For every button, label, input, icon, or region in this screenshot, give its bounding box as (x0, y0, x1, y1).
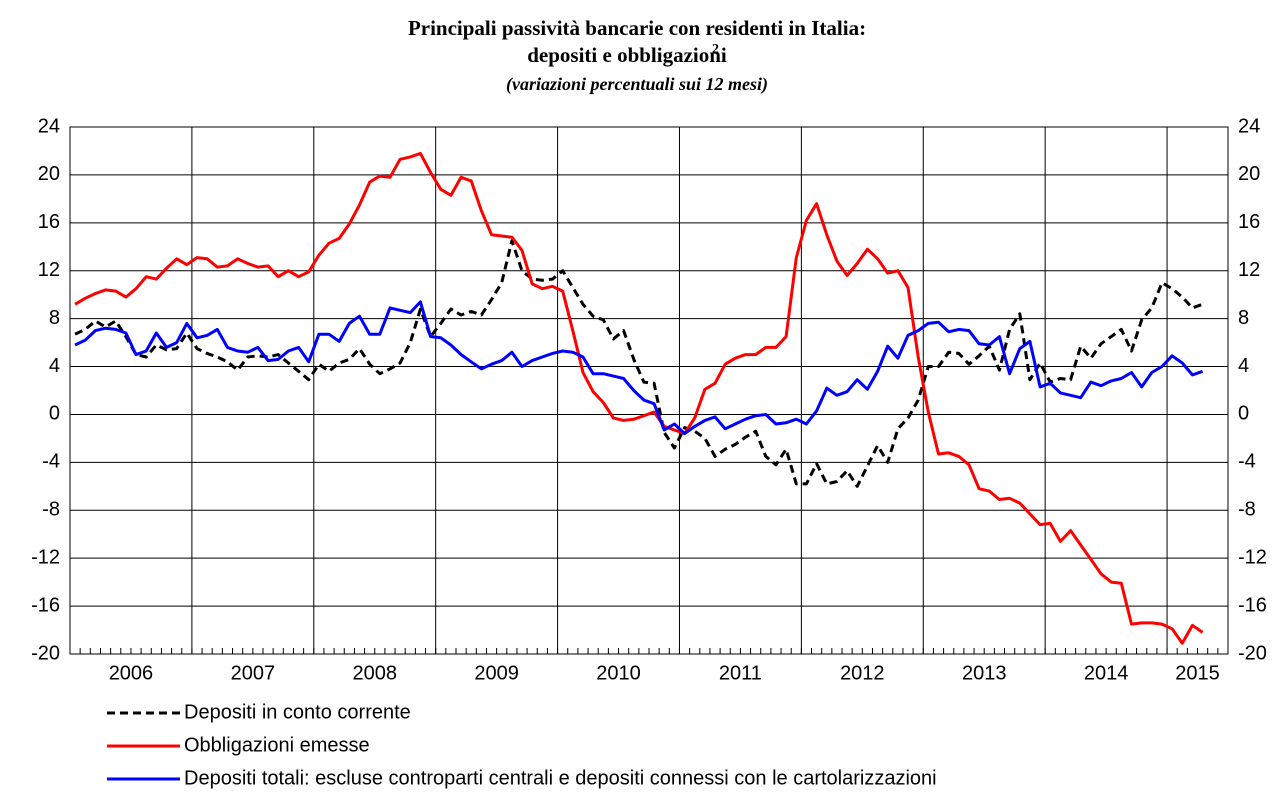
y2-tick-label: -12 (1238, 546, 1267, 568)
y-tick-label: 24 (38, 115, 60, 137)
y-tick-label: -20 (31, 642, 60, 664)
y2-tick-label: 8 (1238, 307, 1249, 329)
x-tick-label: 2006 (109, 662, 154, 684)
plot-frame (69, 126, 1229, 655)
y-tick-label: 12 (38, 259, 60, 281)
legend-label: Depositi in conto corrente (184, 701, 411, 723)
y2-tick-label: -16 (1238, 594, 1267, 616)
x-tick-label: 2015 (1175, 662, 1220, 684)
y2-tick-label: 12 (1238, 259, 1260, 281)
y-tick-label: -8 (42, 499, 60, 521)
x-tick-label: 2012 (840, 662, 885, 684)
y2-tick-label: 0 (1238, 403, 1249, 425)
y2-tick-label: 24 (1238, 115, 1260, 137)
y-tick-label: 4 (49, 355, 60, 377)
chart-subtitle: (variazioni percentuali sui 12 mesi) (506, 74, 768, 95)
y-tick-label: 20 (38, 163, 60, 185)
x-tick-label: 2010 (596, 662, 641, 684)
x-tick-label: 2009 (474, 662, 519, 684)
y2-tick-label: -4 (1238, 451, 1256, 473)
y2-tick-label: 20 (1238, 163, 1260, 185)
y-tick-label: -12 (31, 546, 60, 568)
x-tick-label: 2013 (962, 662, 1007, 684)
y2-tick-label: 16 (1238, 211, 1260, 233)
legend-label: Obbligazioni emesse (184, 734, 370, 756)
y-tick-label: 16 (38, 211, 60, 233)
y2-tick-label: -8 (1238, 499, 1256, 521)
legend-label: Depositi totali: escluse controparti cen… (184, 767, 937, 789)
chart-title: Principali passività bancarie con reside… (408, 16, 866, 40)
chart-title-line2: depositi e obbligazioni (527, 43, 727, 67)
y-tick-label: -16 (31, 594, 60, 616)
y-tick-label: 0 (49, 403, 60, 425)
y-tick-label: 8 (49, 307, 60, 329)
series-line (74, 151, 1204, 645)
x-tick-label: 2014 (1084, 662, 1129, 684)
x-tick-label: 2007 (231, 662, 276, 684)
title-note: 2 (712, 42, 719, 57)
series-line (74, 300, 1204, 436)
y2-tick-label: -20 (1238, 642, 1267, 664)
y-tick-label: -4 (42, 451, 60, 473)
y2-tick-label: 4 (1238, 355, 1249, 377)
x-tick-label: 2008 (352, 662, 397, 684)
x-tick-label: 2011 (719, 662, 762, 684)
